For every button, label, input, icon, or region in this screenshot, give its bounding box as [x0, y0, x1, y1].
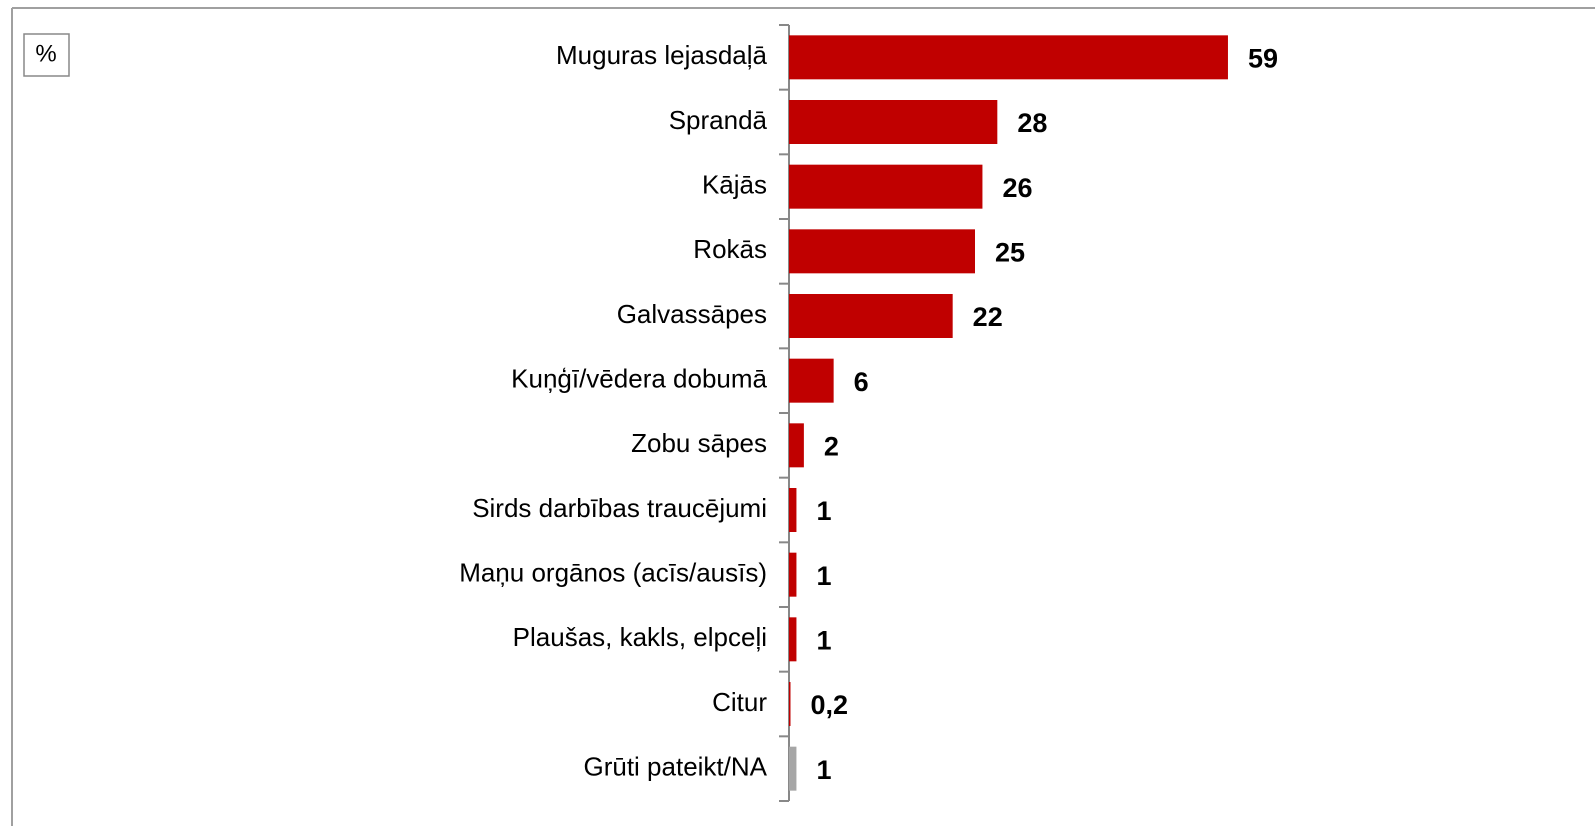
bar	[789, 358, 834, 403]
value-label: 22	[973, 302, 1003, 332]
bar	[789, 164, 983, 209]
category-label: Grūti pateikt/NA	[583, 752, 767, 782]
value-label: 0,2	[810, 690, 848, 720]
value-label: 28	[1017, 108, 1047, 138]
category-label: Citur	[712, 687, 767, 717]
value-label: 25	[995, 237, 1025, 267]
category-label: Sprandā	[669, 105, 768, 135]
value-label: 1	[816, 496, 831, 526]
unit-box	[23, 33, 70, 77]
bar	[789, 100, 998, 144]
bar	[789, 746, 797, 791]
bar	[789, 682, 791, 726]
bar	[789, 229, 975, 274]
unit-label: %	[35, 40, 56, 67]
category-label: Muguras lejasdaļā	[556, 40, 768, 70]
category-label: Sirds darbības traucējumi	[472, 493, 767, 523]
value-label: 2	[824, 431, 839, 461]
value-label: 1	[816, 625, 831, 655]
bar	[789, 423, 804, 468]
category-label: Plaušas, kakls, elpceļi	[513, 622, 767, 652]
value-label: 6	[854, 367, 869, 397]
category-label: Zobu sāpes	[631, 428, 767, 458]
bar	[789, 617, 797, 662]
category-label: Kājās	[702, 170, 767, 200]
category-label: Galvassāpes	[617, 299, 767, 329]
value-label: 1	[816, 561, 831, 591]
category-label: Maņu orgānos (acīs/ausīs)	[459, 558, 767, 588]
bar	[789, 294, 953, 338]
bar	[789, 35, 1228, 80]
bar	[789, 488, 797, 532]
category-label: Rokās	[693, 234, 767, 264]
value-label: 1	[816, 755, 831, 785]
value-label: 26	[1002, 173, 1032, 203]
bar	[789, 552, 797, 597]
category-label: Kuņģī/vēdera dobumā	[511, 364, 767, 394]
value-label: 59	[1248, 43, 1278, 73]
